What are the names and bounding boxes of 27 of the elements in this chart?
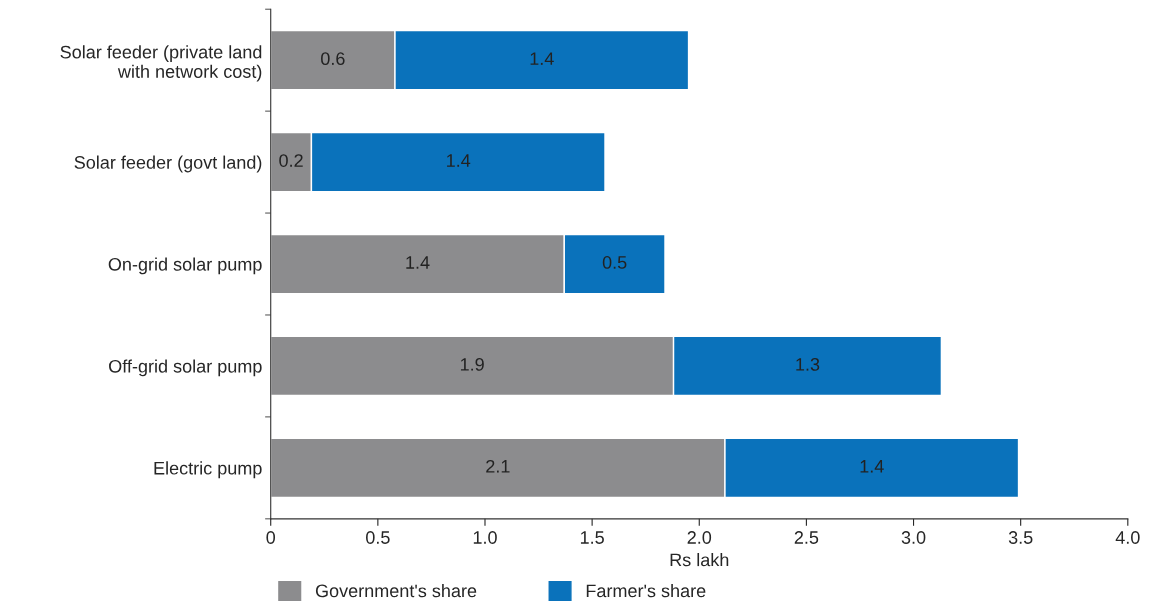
x-tick-label: 4.0	[1115, 531, 1140, 544]
x-tick-label: 2.0	[687, 531, 712, 544]
x-axis-title: Rs lakh	[670, 553, 729, 567]
x-tick-label: 3.5	[1008, 531, 1033, 544]
y-tick-label: Off-grid solar pump	[109, 359, 262, 377]
y-tick-label: Electric pump	[154, 461, 262, 479]
data-label: 1.3	[796, 358, 820, 371]
data-label: 2.1	[486, 459, 510, 473]
data-label: 1.9	[460, 358, 484, 371]
x-tick-label: 1.5	[580, 531, 604, 544]
legend-label: Farmer's share	[586, 583, 706, 598]
data-label: 0.5	[602, 256, 627, 269]
x-tick-label: 1.0	[473, 531, 497, 544]
legend-label: Government's share	[315, 583, 477, 598]
data-label: 1.4	[860, 460, 884, 473]
data-label: 1.4	[447, 154, 471, 167]
data-label: 1.4	[406, 256, 430, 269]
y-tick-label: Solar feeder (private land with network cost)	[60, 45, 262, 82]
data-label: 0.6	[321, 52, 345, 66]
data-label: 1.4	[530, 52, 554, 65]
x-tick-label: 2.5	[794, 531, 819, 544]
x-tick-label: 0.5	[366, 531, 390, 544]
x-tick-label: 0	[266, 531, 276, 544]
y-tick-label: Solar feeder (govt land)	[74, 155, 262, 173]
x-tick-label: 3.0	[901, 531, 926, 544]
y-tick-label: On-grid solar pump	[108, 257, 262, 275]
data-label: 0.2	[279, 154, 303, 167]
